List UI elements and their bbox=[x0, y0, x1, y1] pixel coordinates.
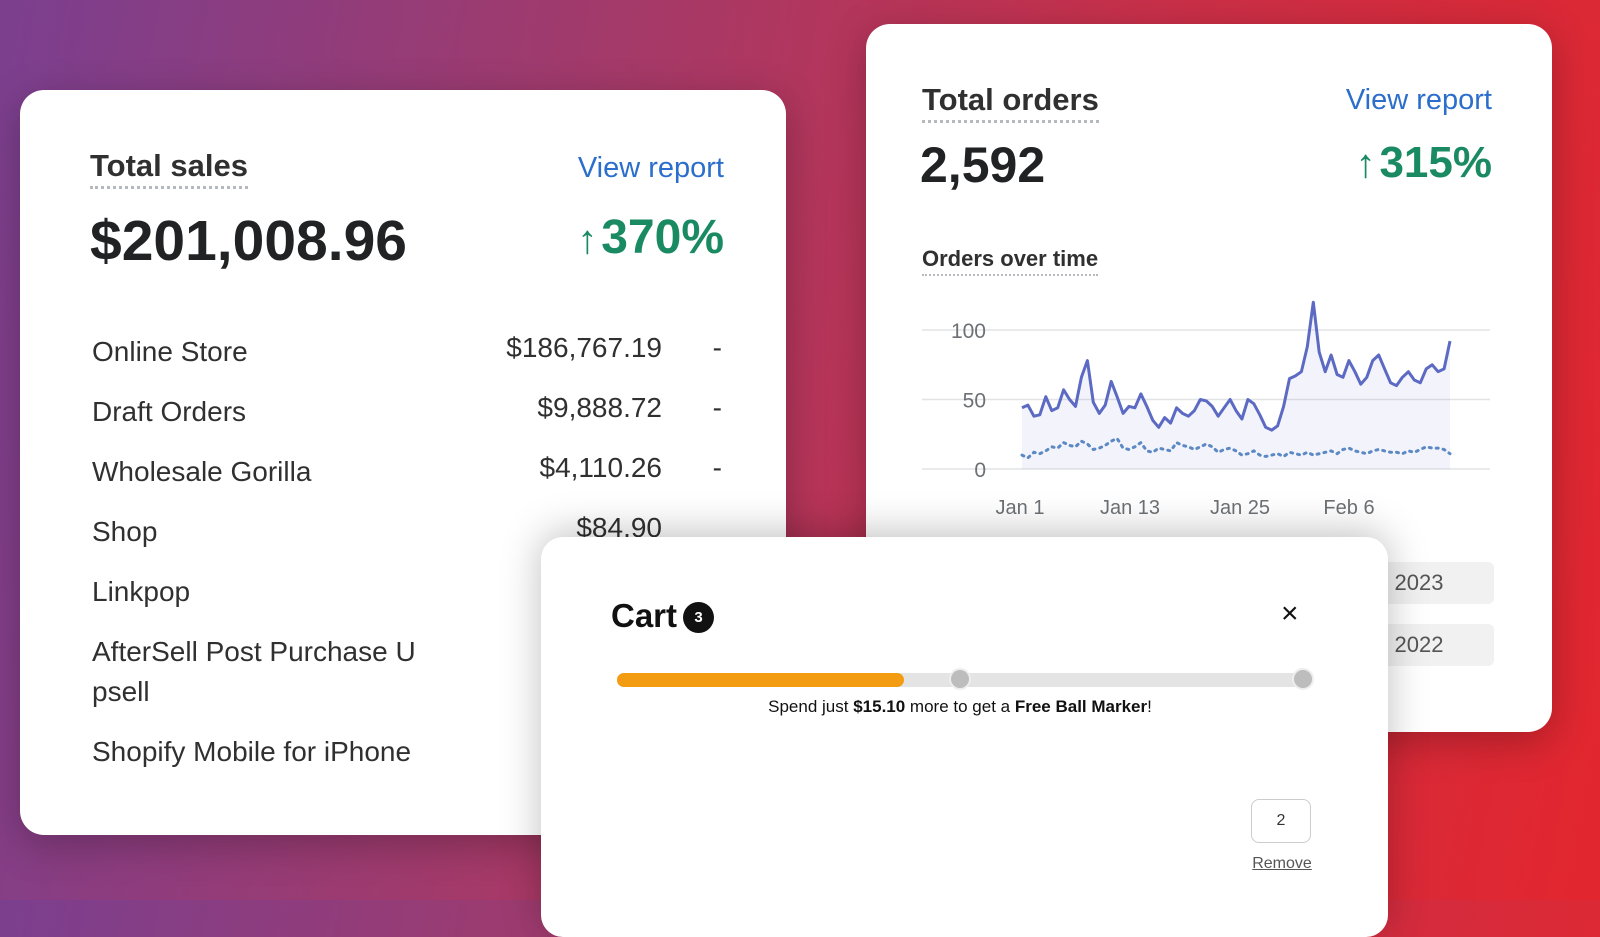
channel-dash: - bbox=[712, 332, 722, 363]
chart-title[interactable]: Orders over time bbox=[922, 246, 1099, 276]
promo-suffix: ! bbox=[1147, 697, 1152, 716]
total-sales-value: $201,008.96 bbox=[90, 209, 407, 273]
channel-dash: - bbox=[712, 452, 722, 483]
free-gift-progress-bar bbox=[617, 668, 1314, 690]
cart-count-badge: 3 bbox=[683, 602, 714, 633]
orders-change-value: 315% bbox=[1379, 138, 1492, 187]
series-area bbox=[1022, 302, 1450, 469]
orders-view-report-link[interactable]: View report bbox=[1345, 84, 1492, 116]
total-orders-value: 2,592 bbox=[920, 137, 1046, 193]
channel-dash: - bbox=[712, 392, 722, 423]
x-tick-label: Jan 25 bbox=[1210, 497, 1270, 519]
total-sales-card: Total sales View report $201,008.96 ↑370… bbox=[20, 90, 786, 835]
promo-middle: more to get a bbox=[905, 697, 1015, 716]
promo-prefix: Spend just bbox=[768, 697, 854, 716]
channel-label: AfterSell Post Purchase U psell bbox=[92, 636, 416, 707]
close-icon[interactable]: × bbox=[1281, 597, 1299, 630]
channel-label: Shop bbox=[92, 516, 158, 547]
arrow-up-icon: ↑ bbox=[577, 218, 598, 262]
total-orders-title[interactable]: Total orders bbox=[922, 82, 1099, 123]
cart-title: Cart bbox=[611, 597, 678, 634]
channel-label: Linkpop bbox=[92, 576, 191, 607]
cart-drawer: Cart 3 × Spend just $15.10 more to get a… bbox=[541, 537, 1388, 937]
progress-fill bbox=[617, 673, 904, 687]
channel-label: Shopify Mobile for iPhone bbox=[92, 736, 412, 767]
series-line-current bbox=[1021, 300, 1452, 432]
y-tick-label: 0 bbox=[974, 459, 986, 482]
sales-view-report-link[interactable]: View report bbox=[577, 152, 724, 184]
orders-change-badge: ↑315% bbox=[1355, 138, 1492, 188]
milestone-dot bbox=[1292, 668, 1314, 690]
orders-line-chart: 0 50 100 Jan 1 Jan 13 Jan 25 Feb 6 bbox=[922, 300, 1490, 519]
y-tick-label: 100 bbox=[951, 320, 986, 343]
channel-label: Wholesale Gorilla bbox=[92, 456, 312, 487]
channel-amount: $4,110.26 bbox=[539, 452, 663, 483]
promo-amount: $15.10 bbox=[853, 697, 906, 716]
arrow-up-icon: ↑ bbox=[1355, 142, 1376, 186]
remove-button[interactable]: Remove bbox=[1252, 855, 1312, 872]
channel-label: Draft Orders bbox=[92, 396, 247, 427]
channel-amount: $186,767.19 bbox=[506, 332, 662, 363]
series-line-previous bbox=[1020, 436, 1452, 460]
total-sales-title[interactable]: Total sales bbox=[90, 148, 248, 189]
sales-change-badge: ↑370% bbox=[577, 210, 724, 265]
sales-change-value: 370% bbox=[601, 211, 724, 264]
milestone-dot bbox=[949, 668, 971, 690]
promo-reward: Free Ball Marker bbox=[1014, 697, 1148, 716]
channel-amount: $9,888.72 bbox=[537, 392, 662, 423]
quantity-input[interactable]: 2 bbox=[1251, 799, 1311, 843]
x-tick-label: Jan 13 bbox=[1100, 497, 1160, 519]
channel-label: Online Store bbox=[92, 336, 248, 367]
x-tick-label: Feb 6 bbox=[1323, 497, 1374, 519]
promo-message: Spend just $15.10 more to get a Free Bal… bbox=[617, 697, 1303, 717]
x-tick-label: Jan 1 bbox=[996, 497, 1045, 519]
y-tick-label: 50 bbox=[963, 390, 986, 413]
